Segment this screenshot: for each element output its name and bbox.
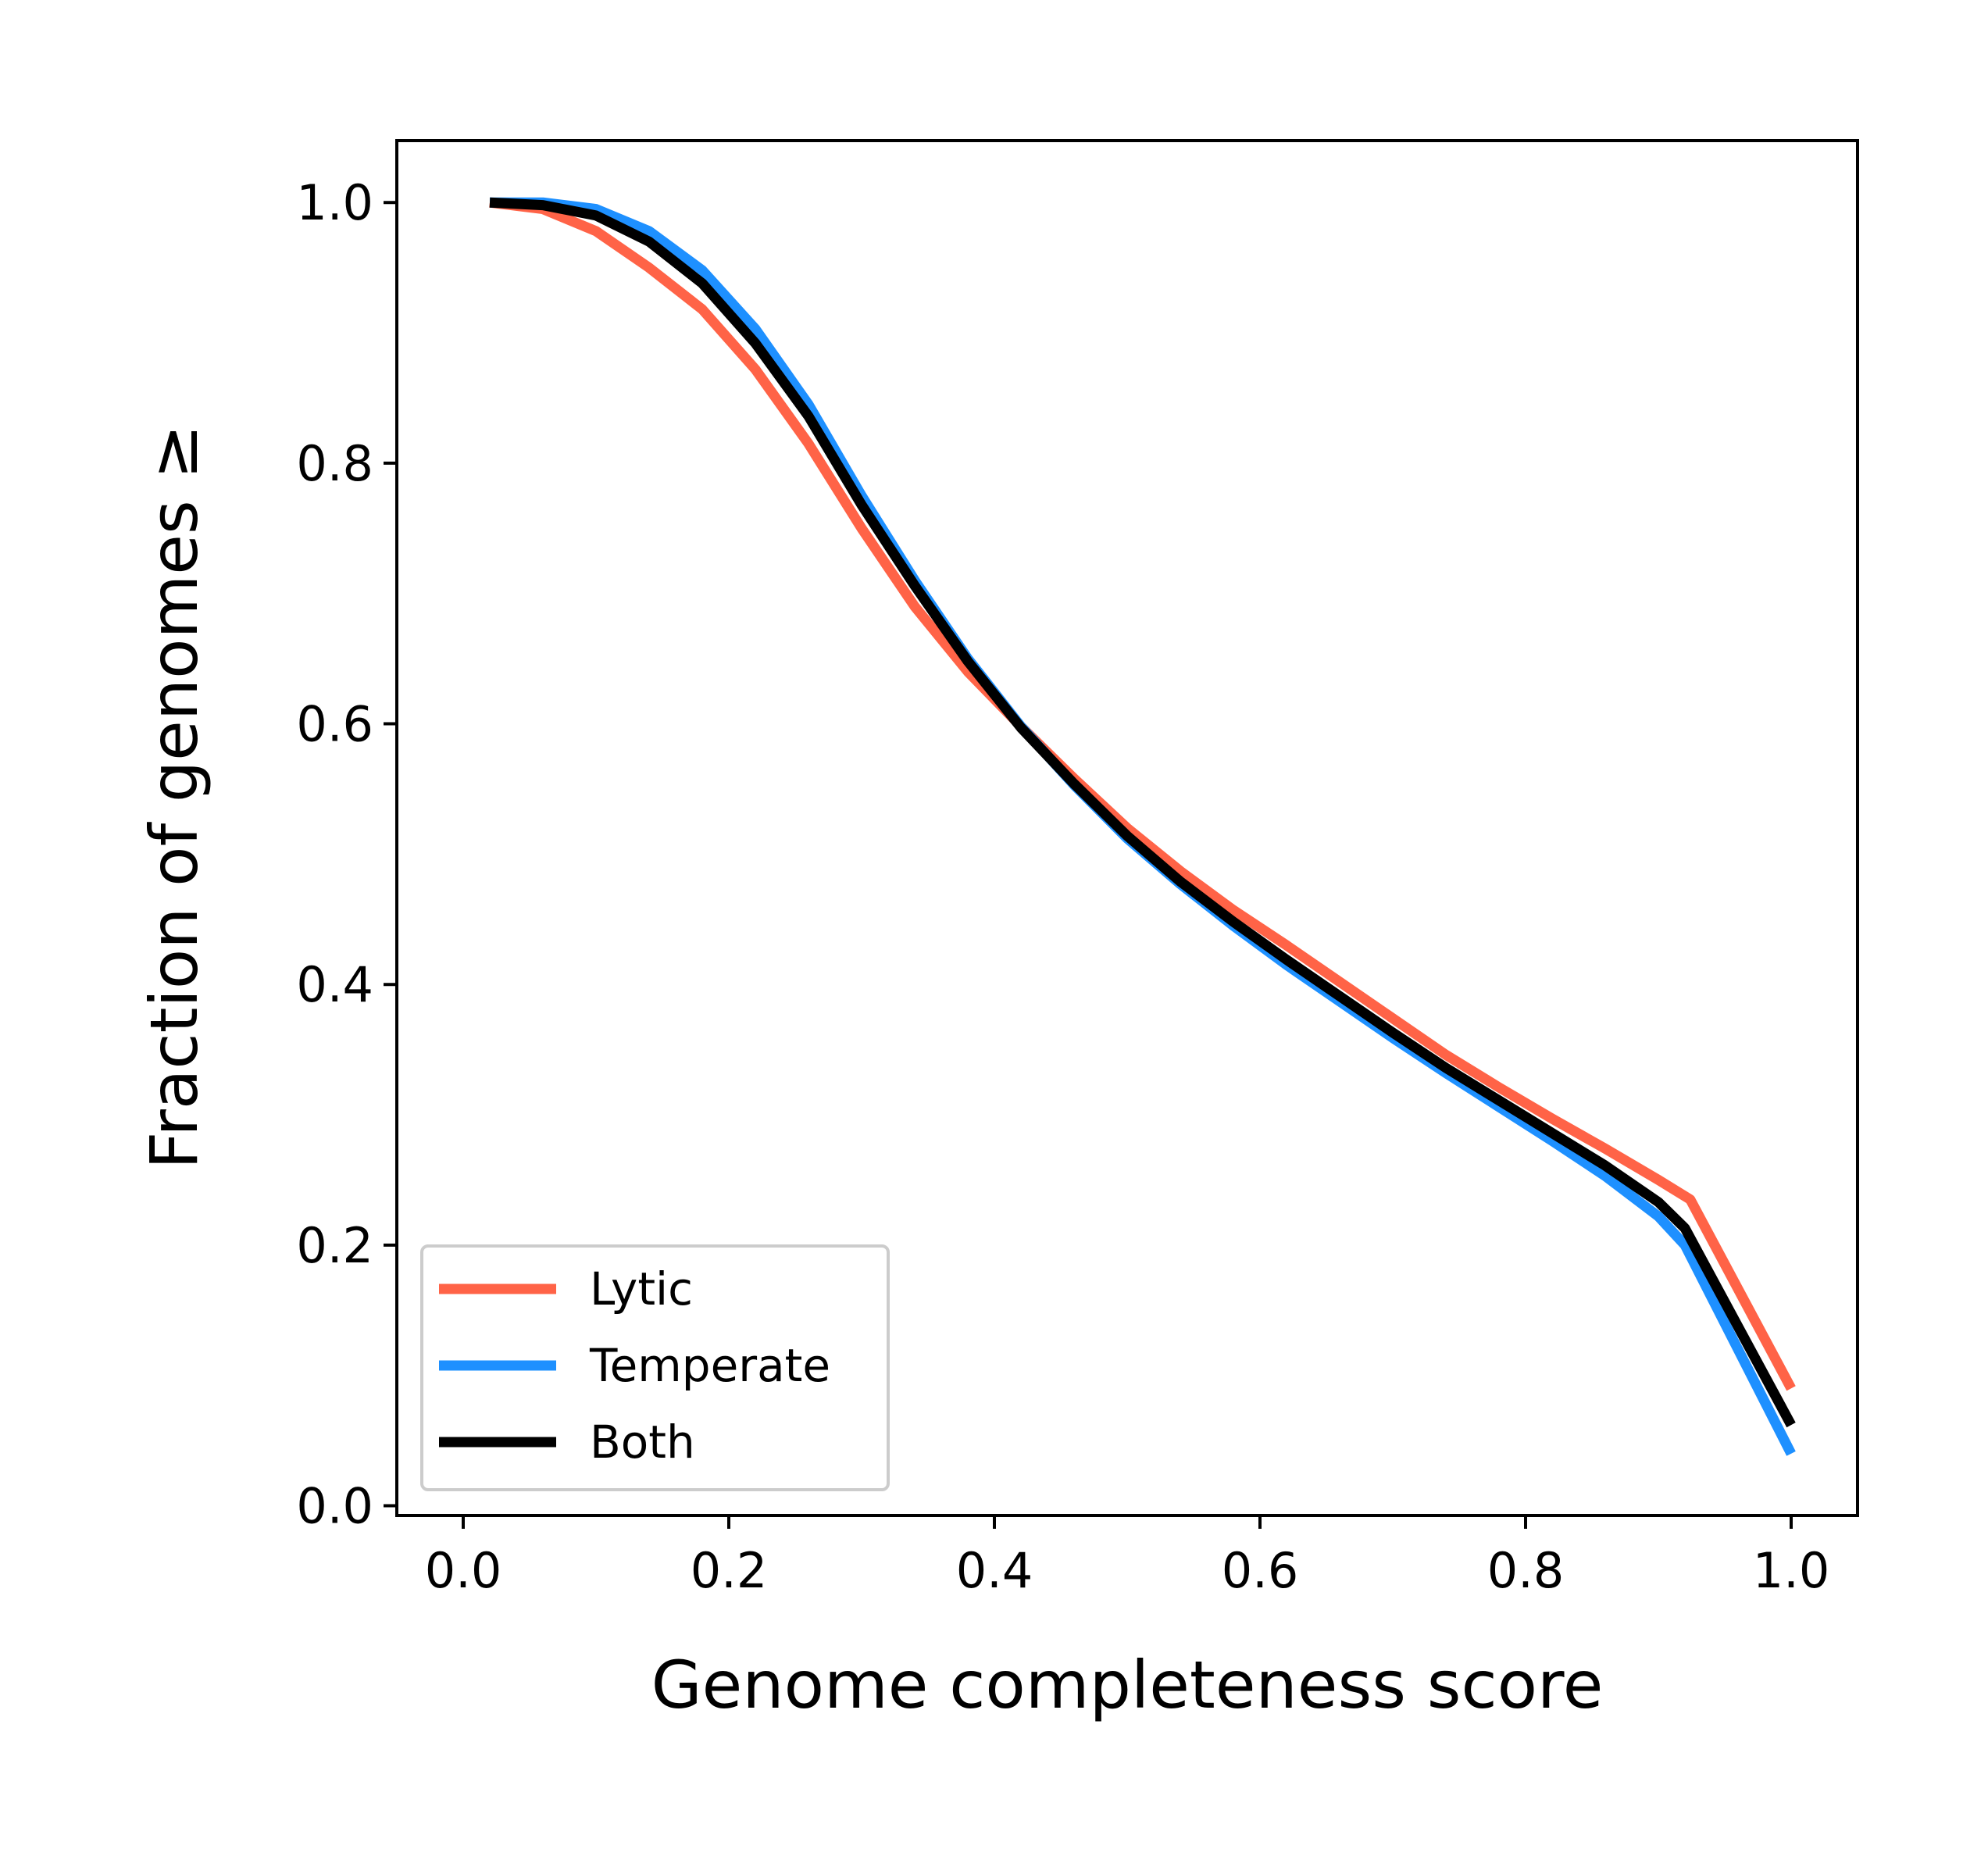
x-axis: 0.0 0.2 0.4 0.6 0.8 1.0 — [425, 1515, 1830, 1599]
legend-label-temperate: Temperate — [589, 1339, 830, 1392]
legend-label-both: Both — [590, 1416, 695, 1469]
legend: Lytic Temperate Both — [420, 1244, 890, 1491]
y-tick-label: 0.2 — [296, 1217, 373, 1274]
y-tick-label: 1.0 — [296, 174, 373, 231]
legend-box — [420, 1244, 890, 1491]
x-tick-label: 1.0 — [1753, 1542, 1830, 1599]
x-axis-label: Genome completeness score — [651, 1647, 1604, 1723]
y-tick-label: 0.6 — [296, 696, 373, 753]
y-axis: 0.0 0.2 0.4 0.6 0.8 1.0 — [296, 174, 397, 1534]
x-tick-label: 0.4 — [956, 1542, 1033, 1599]
series-line-both — [489, 197, 1796, 1428]
y-tick-label: 0.8 — [296, 435, 373, 492]
plot-frame — [395, 139, 1859, 1517]
x-tick-label: 0.6 — [1222, 1542, 1299, 1599]
x-tick-label: 0.8 — [1487, 1542, 1565, 1599]
legend-label-lytic: Lytic — [590, 1262, 693, 1316]
y-tick-label: 0.0 — [296, 1477, 373, 1534]
y-axis-label: Fraction of genomes ≥ — [136, 424, 212, 1169]
x-tick-label: 0.0 — [425, 1542, 502, 1599]
x-tick-label: 0.2 — [691, 1542, 768, 1599]
series-layer — [489, 197, 1796, 1456]
y-tick-label: 0.4 — [296, 956, 373, 1013]
series-line-lytic — [489, 197, 1796, 1391]
